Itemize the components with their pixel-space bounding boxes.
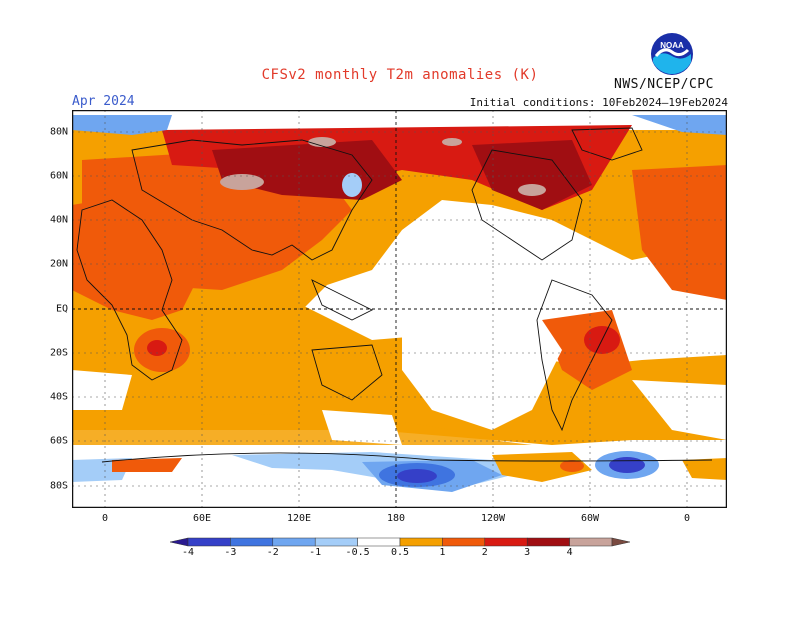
colorbar-label: -3 (224, 547, 237, 558)
lon-label: 120W (480, 513, 506, 524)
colorbar-segment (399, 537, 443, 547)
colorbar-segment (357, 537, 401, 547)
warm-anomaly-regions (72, 125, 727, 445)
organization-label: NWS/NCEP/CPC (614, 77, 714, 92)
lon-label: 120E (286, 513, 312, 524)
colorbar-segment (526, 537, 570, 547)
colorbar-segments (170, 537, 630, 547)
graticule (72, 110, 727, 508)
colorbar-label: -2 (266, 547, 279, 558)
colorbar-segment (484, 537, 528, 547)
lon-label: 0 (683, 513, 691, 524)
coastlines (76, 127, 713, 463)
map-frame (72, 110, 727, 508)
lat-label: 80N (49, 126, 68, 138)
lat-label: 80S (49, 480, 68, 492)
north-america-coast (471, 149, 583, 261)
anomaly-map (72, 110, 727, 508)
colorbar-segment (314, 537, 358, 547)
eurasia-coast (131, 139, 373, 261)
lat-label: 60S (49, 435, 68, 447)
south-america-coast (536, 279, 613, 432)
lat-label: EQ (55, 303, 68, 315)
colorbar-segment (170, 537, 189, 547)
colorbar-segment (569, 537, 613, 547)
colorbar-label: -4 (181, 547, 195, 558)
lon-label: 180 (386, 513, 406, 524)
colorbar-label: -1 (309, 547, 322, 558)
colorbar-label: 3 (524, 547, 531, 558)
antarctica-coast (101, 452, 713, 463)
greenland-coast (571, 127, 643, 161)
colorbar-segment (611, 537, 630, 547)
forecast-period: Apr 2024 (72, 94, 135, 109)
australia-coast (311, 344, 383, 401)
neutral-regions (72, 230, 727, 445)
colorbar-label: 0.5 (390, 547, 410, 558)
noaa-logo: NOAA (651, 33, 693, 75)
colorbar-segment (442, 537, 486, 547)
indonesia-coast (311, 279, 374, 321)
colorbar-label: 4 (566, 547, 573, 558)
lon-label: 60E (192, 513, 212, 524)
colorbar-label: 2 (481, 547, 488, 558)
colorbar-label: 1 (439, 547, 446, 558)
chart-title: CFSv2 monthly T2m anomalies (K) (261, 67, 539, 83)
initial-conditions: Initial conditions: 10Feb2024–19Feb2024 (469, 96, 728, 109)
lat-label: 20N (49, 258, 68, 270)
colorbar-segment (230, 537, 274, 547)
lon-label: 60W (580, 513, 600, 524)
lat-label: 60N (49, 170, 68, 182)
colorbar-segment (187, 537, 231, 547)
colorbar-label: -0.5 (345, 547, 370, 558)
africa-coast (76, 199, 183, 381)
lon-label: 0 (101, 513, 109, 524)
lat-label: 40S (49, 391, 68, 403)
colorbar-segment (272, 537, 316, 547)
colorbar (170, 537, 630, 547)
logo-text: NOAA (660, 41, 684, 50)
lat-label: 20S (49, 347, 68, 359)
antarctic-warm-regions (112, 452, 727, 482)
lat-label: 40N (49, 214, 68, 226)
